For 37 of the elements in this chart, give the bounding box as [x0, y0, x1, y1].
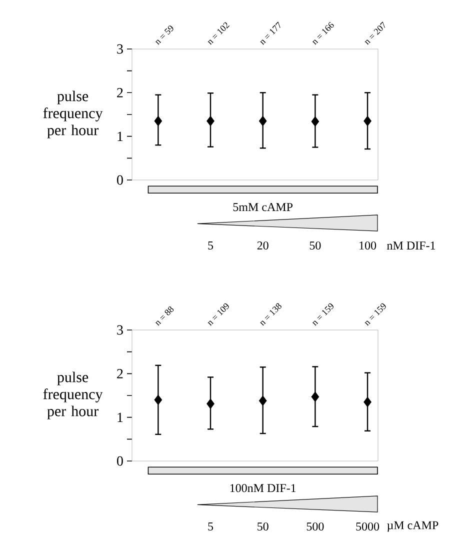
point: [364, 396, 372, 408]
x-tick-label: 50: [310, 241, 321, 250]
y-tick-label: 1: [118, 412, 123, 422]
text: n = 177: [260, 22, 280, 45]
y-axis-title: pulse frequency per hour: [43, 372, 103, 420]
point: [311, 392, 320, 402]
point: [258, 396, 267, 406]
x-tick-label: 100: [360, 241, 376, 250]
x-tick-label: 20: [257, 241, 268, 250]
x-tick-label: 5000: [356, 522, 380, 531]
text: n = 207: [364, 22, 385, 45]
point: [154, 394, 162, 406]
text: 5mM cAMP: [233, 203, 293, 212]
y-tick-label: 3: [117, 44, 123, 54]
text: n = 166: [312, 22, 334, 45]
x-axis-title: nM DIF-1: [387, 242, 436, 250]
text: n = 88: [155, 306, 174, 326]
point: [206, 398, 214, 409]
x-axis-title: µM cAMP: [387, 521, 438, 532]
text: n = 102: [208, 22, 230, 45]
y-tick-label: 0: [117, 175, 123, 185]
x-tick-label: 5: [208, 522, 214, 530]
y-tick-label: 3: [117, 325, 123, 335]
text: n = 138: [260, 303, 282, 326]
y-tick-label: 1: [118, 132, 123, 141]
y-axis-title: pulse frequency per hour: [43, 90, 103, 138]
x-tick-label: 50: [258, 522, 268, 531]
y-tick-label: 2: [117, 369, 123, 378]
x-tick-label: 500: [306, 522, 324, 531]
y-tick-label: 0: [117, 456, 123, 466]
x-tick-label: 5: [208, 242, 214, 250]
text: n = 109: [208, 303, 229, 326]
text: n = 159: [364, 303, 386, 326]
text: 100nM DIF-1: [230, 484, 296, 492]
text: n = 59: [155, 26, 174, 45]
y-tick-label: 2: [117, 88, 123, 98]
text: n = 159: [312, 303, 334, 326]
